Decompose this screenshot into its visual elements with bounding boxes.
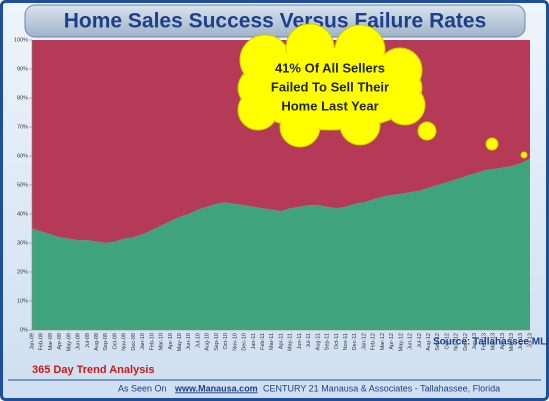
x-tick-label: Jun-10 <box>186 333 192 350</box>
y-tick-label: 70% <box>17 124 28 130</box>
footer-text: As Seen On <box>118 383 167 393</box>
y-tick-label: 10% <box>17 298 28 304</box>
x-tick-label: Jan-09 <box>29 333 35 350</box>
x-tick-label: Aug-10 <box>205 333 211 351</box>
x-tick-label: Jan-12 <box>361 333 367 350</box>
x-tick-label: Jun-11 <box>297 333 303 349</box>
x-tick-label: Feb-09 <box>39 333 45 350</box>
y-tick-label: 80% <box>17 95 28 101</box>
y-tick-label: 30% <box>17 240 28 246</box>
x-tick-label: Apr-13 <box>500 333 506 350</box>
x-tick-label: Jul-13 <box>527 333 533 348</box>
y-tick-label: 50% <box>17 182 28 188</box>
x-tick-label: Apr-12 <box>389 333 395 350</box>
x-tick-label: Dec-11 <box>352 333 358 350</box>
y-tick-label: 90% <box>17 66 28 72</box>
callout: 41% Of All Sellers Failed To Sell Their … <box>237 23 528 159</box>
x-tick-label: Jul-09 <box>85 333 91 348</box>
x-tick-label: Apr-09 <box>57 333 63 350</box>
x-tick-label: Dec-10 <box>242 333 248 351</box>
x-tick-label: Jun-09 <box>76 333 82 350</box>
y-tick-label: 60% <box>17 153 28 159</box>
x-tick-label: Nov-11 <box>343 333 349 350</box>
x-tick-label: Aug-09 <box>94 333 100 351</box>
y-tick-label: 0% <box>20 327 28 333</box>
x-tick-label: Sep-12 <box>435 333 441 351</box>
x-tick-label: Dec-09 <box>131 333 137 351</box>
x-tick-label: Aug-11 <box>315 333 321 350</box>
x-tick-label: May-12 <box>398 333 404 351</box>
callout-line: Home Last Year <box>281 98 378 113</box>
x-tick-label: Jun-12 <box>408 333 414 350</box>
x-tick-label: Sep-09 <box>103 333 109 351</box>
footer-text: CENTURY 21 Manausa & Associates - Tallah… <box>263 383 500 393</box>
x-tick-label: Sep-11 <box>325 333 331 350</box>
x-tick-label: Mar-09 <box>48 333 54 350</box>
footer-link[interactable]: www.Manausa.com <box>174 383 258 393</box>
x-tick-label: May-11 <box>288 333 294 351</box>
x-tick-label: Jul-11 <box>306 333 312 348</box>
x-tick-label: Apr-11 <box>278 333 284 349</box>
x-tick-label: Nov-12 <box>454 333 460 351</box>
x-tick-label: Mar-10 <box>159 333 165 350</box>
x-tick-label: Apr-10 <box>168 333 174 350</box>
x-tick-label: May-09 <box>66 333 72 351</box>
callout-line: Failed To Sell Their <box>271 79 389 94</box>
x-tick-label: May-10 <box>177 333 183 351</box>
x-tick-label: Feb-11 <box>260 333 266 350</box>
x-tick-label: Oct-10 <box>223 333 229 350</box>
x-tick-label: Feb-10 <box>149 333 155 350</box>
x-tick-label: Aug-12 <box>426 333 432 351</box>
area <box>32 158 530 330</box>
x-tick-label: Mar-12 <box>380 333 386 350</box>
y-tick-label: 20% <box>17 269 28 275</box>
x-tick-label: Jan-13 <box>472 333 478 350</box>
x-tick-label: Oct-11 <box>334 333 340 349</box>
x-tick-label: Jun-13 <box>518 333 524 350</box>
x-tick-label: Jan-10 <box>140 333 146 350</box>
source: Source: Tallahassee MLS <box>433 337 549 348</box>
y-tick-label: 100% <box>14 37 28 43</box>
x-tick-label: Mar-11 <box>269 333 275 350</box>
chart-title: Home Sales Success Versus Failure Rates <box>64 10 487 33</box>
x-tick-label: Jul-12 <box>417 333 423 348</box>
x-tick-label: Jan-11 <box>251 333 257 349</box>
x-tick-label: Jul-10 <box>195 333 201 348</box>
y-tick-label: 40% <box>17 211 28 217</box>
callout-line: 41% Of All Sellers <box>275 60 385 75</box>
x-tick-label: Oct-09 <box>112 333 118 350</box>
x-tick-label: Nov-09 <box>122 333 128 351</box>
x-tick-label: Sep-10 <box>214 333 220 351</box>
x-tick-label: Feb-12 <box>371 333 377 350</box>
x-tick-label: Dec-12 <box>463 333 469 351</box>
x-tick-label: Nov-10 <box>232 333 238 351</box>
x-tick-label: May-13 <box>509 333 515 351</box>
x-tick-label: Mar-13 <box>491 333 497 350</box>
subtitle: 365 Day Trend Analysis <box>32 364 155 376</box>
x-tick-label: Oct-12 <box>444 333 450 350</box>
x-tick-label: Feb-13 <box>481 333 487 350</box>
